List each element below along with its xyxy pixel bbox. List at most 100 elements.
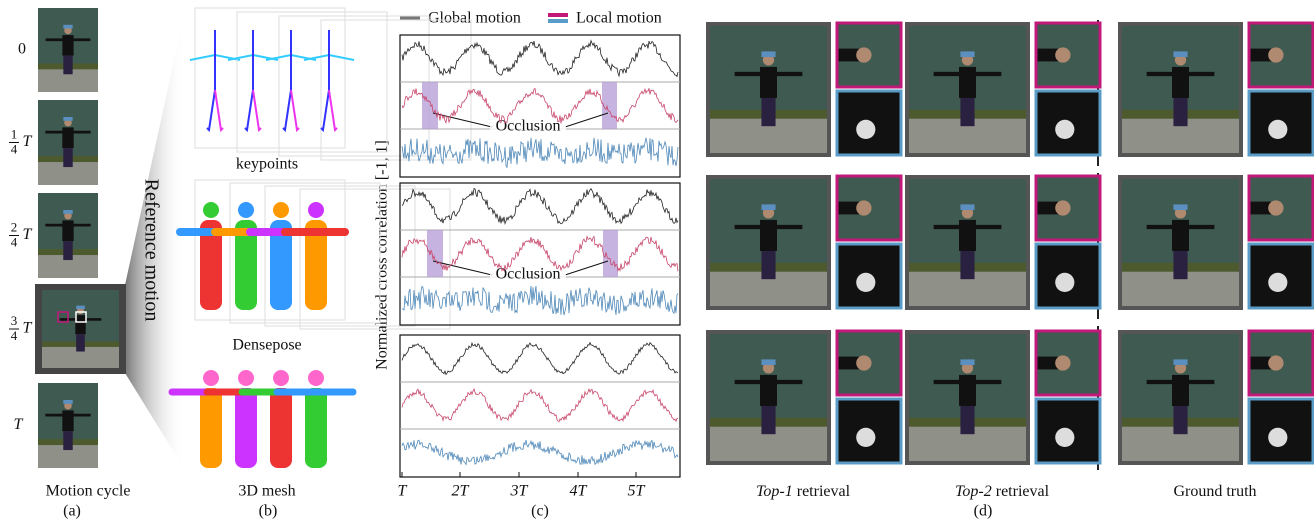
densepose — [305, 220, 327, 310]
crop-detail — [1055, 200, 1071, 216]
side-title: Reference motion — [140, 179, 162, 322]
torso — [1172, 374, 1189, 406]
crop-detail — [1055, 355, 1071, 371]
signal — [401, 387, 679, 423]
cycle-var: T — [14, 416, 24, 433]
caption: 3D mesh — [238, 483, 295, 500]
ground — [38, 444, 98, 468]
plane — [299, 188, 451, 330]
crop-border — [1247, 329, 1314, 397]
annotation-bg — [490, 266, 566, 284]
y-label: Normalized cross correlation [-1, 1] — [374, 140, 391, 370]
torso — [1172, 66, 1189, 98]
hat — [63, 117, 73, 121]
annotation-bg — [490, 118, 566, 136]
mesh — [235, 388, 257, 468]
crop-detail — [856, 200, 872, 216]
densepose — [270, 220, 292, 310]
crop-detail — [1268, 355, 1284, 371]
fraction-den: 4 — [11, 328, 18, 343]
legend-label: Global motion — [428, 10, 521, 27]
crop-detail — [1249, 356, 1272, 370]
panel-label: (d) — [974, 503, 993, 520]
cycle-var: T — [23, 320, 33, 337]
signal — [401, 285, 679, 316]
mesh — [200, 388, 222, 468]
skeleton — [328, 89, 338, 133]
shade — [125, 10, 185, 470]
torso — [62, 35, 74, 56]
crop-border — [835, 397, 903, 465]
hat — [761, 51, 776, 58]
mesh-head — [273, 370, 289, 386]
mesh-head — [308, 370, 324, 386]
torso — [1172, 219, 1189, 251]
mesh — [305, 388, 327, 468]
crop-detail — [856, 47, 872, 63]
legs — [960, 250, 975, 280]
legend-label: Local motion — [576, 10, 662, 27]
x-tick-label: T — [398, 483, 408, 500]
caption: Densepose — [232, 337, 301, 354]
crop-border — [835, 174, 903, 242]
crop-detail — [1268, 272, 1288, 292]
densepose-head — [308, 202, 324, 218]
legs — [76, 334, 85, 352]
plane — [194, 179, 346, 321]
crop-detail — [837, 201, 860, 215]
densepose — [200, 220, 222, 310]
zoom-box — [57, 311, 69, 323]
densepose-head — [203, 202, 219, 218]
signal — [401, 187, 679, 226]
occlusion — [422, 82, 438, 129]
crop-detail — [856, 272, 876, 292]
signal — [401, 39, 679, 78]
hat — [761, 359, 776, 366]
occlusion — [427, 230, 443, 277]
signal-box — [399, 34, 681, 178]
crop-border — [1034, 174, 1102, 242]
signal-box — [399, 334, 681, 478]
crop-border — [1247, 21, 1314, 89]
legs — [63, 431, 73, 451]
hat — [960, 51, 975, 58]
x-tick-label: 5T — [628, 483, 646, 500]
plane — [320, 19, 472, 161]
signal — [401, 87, 679, 124]
cycle-var: T — [23, 133, 33, 150]
fraction-den: 4 — [11, 141, 18, 156]
crop-detail — [1036, 356, 1059, 370]
crop-border — [835, 89, 903, 157]
cycle-var: T — [23, 226, 33, 243]
legs — [960, 97, 975, 127]
legs — [1173, 405, 1188, 435]
crop-border — [1034, 397, 1102, 465]
torso — [760, 66, 777, 98]
skeleton — [206, 30, 216, 133]
legs — [761, 97, 776, 127]
plane — [264, 185, 416, 327]
legs — [1173, 250, 1188, 280]
torso — [959, 66, 976, 98]
plane — [194, 7, 346, 149]
skeleton — [320, 30, 330, 133]
fraction-num: 1 — [11, 126, 18, 141]
skeleton — [214, 89, 224, 133]
torso — [760, 219, 777, 251]
hat — [960, 204, 975, 211]
densepose-head — [238, 202, 254, 218]
crop-detail — [1036, 201, 1059, 215]
legs — [960, 405, 975, 435]
torso — [62, 127, 74, 149]
crop-detail — [856, 119, 876, 139]
fraction-den: 4 — [11, 234, 18, 249]
ground — [38, 161, 98, 185]
crop-border — [1034, 89, 1102, 157]
occlusion — [602, 82, 617, 129]
skeleton — [252, 89, 262, 133]
fraction-num: 2 — [11, 219, 18, 234]
head — [961, 207, 974, 219]
hat — [76, 305, 85, 310]
crop-detail — [1249, 48, 1272, 62]
torso — [62, 220, 74, 242]
